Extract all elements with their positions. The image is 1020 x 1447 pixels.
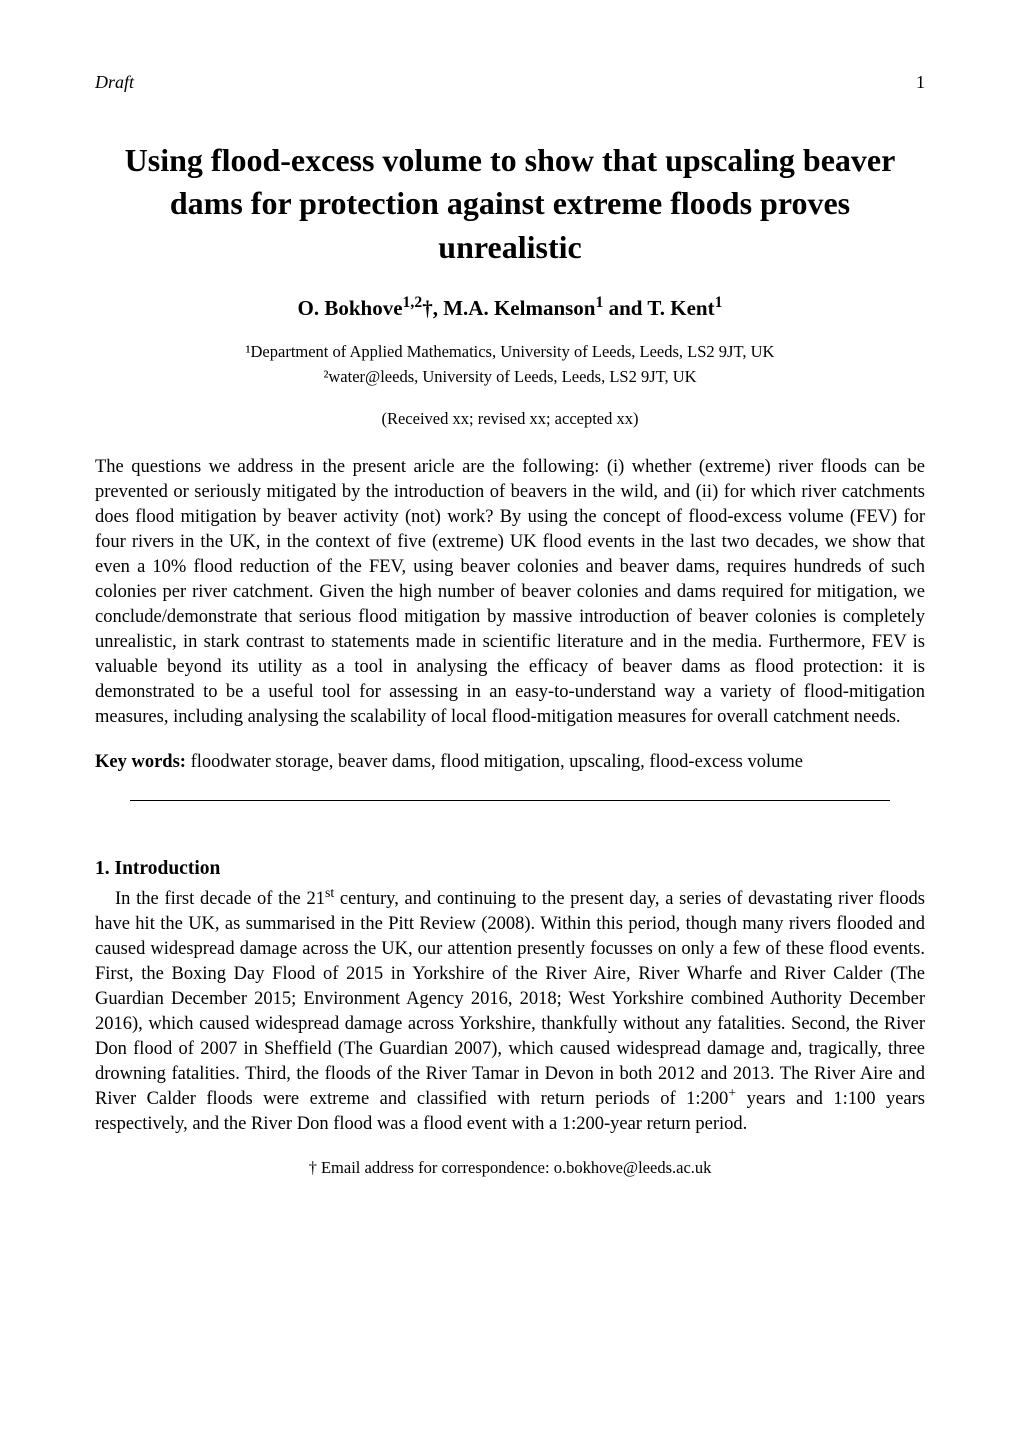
affiliations: ¹Department of Applied Mathematics, Univ… [95,340,925,390]
authors-line: O. Bokhove1,2†, M.A. Kelmanson1 and T. K… [95,294,925,322]
affiliation-2: ²water@leeds, University of Leeds, Leeds… [95,365,925,390]
page-number: 1 [916,70,925,94]
page-header: Draft 1 [95,70,925,94]
correspondence-footnote: † Email address for correspondence: o.bo… [95,1157,925,1179]
received-line: (Received xx; revised xx; accepted xx) [95,408,925,430]
introduction-body: In the first decade of the 21st century,… [95,887,925,1137]
abstract: The questions we address in the present … [95,455,925,730]
keywords-label: Key words: [95,752,186,772]
section-divider [130,800,890,801]
keywords-text: floodwater storage, beaver dams, flood m… [186,752,803,772]
keywords: Key words: floodwater storage, beaver da… [95,750,925,775]
paper-title: Using flood-excess volume to show that u… [95,139,925,269]
affiliation-1: ¹Department of Applied Mathematics, Univ… [95,340,925,365]
header-left: Draft [95,70,134,94]
section-heading-introduction: 1. Introduction [95,856,925,882]
